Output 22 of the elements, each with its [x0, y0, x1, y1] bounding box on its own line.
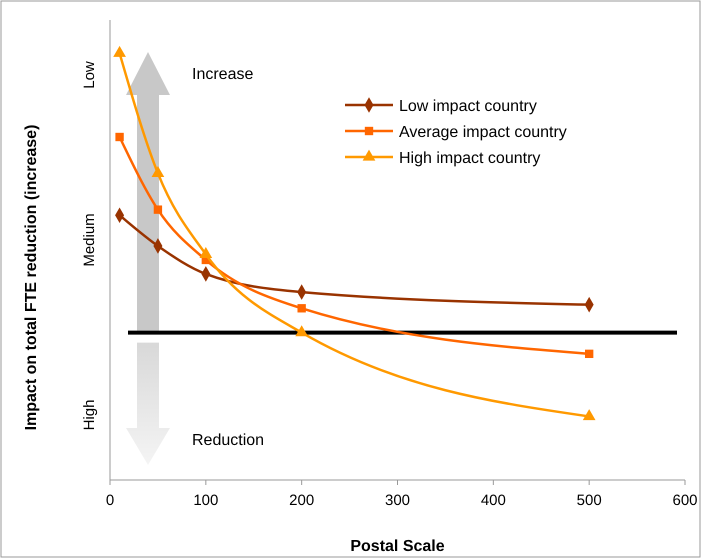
- point: [199, 247, 212, 258]
- x-tick-label: 0: [106, 492, 114, 509]
- point: [115, 132, 124, 142]
- x-tick-label: 500: [576, 492, 602, 509]
- x-axis-title: Postal Scale: [350, 538, 445, 555]
- x-tick-label: 400: [480, 492, 506, 509]
- text: Low: [81, 61, 98, 89]
- x-tick-label: 100: [193, 492, 218, 509]
- point: [584, 350, 594, 358]
- text: Reduction: [192, 432, 264, 449]
- point: [154, 205, 162, 214]
- legend-label: Low impact country: [399, 98, 537, 115]
- text: High: [81, 400, 98, 430]
- x-tick-label: 600: [672, 492, 698, 509]
- point: [297, 304, 306, 312]
- annotation: Increase: [192, 66, 254, 83]
- legend-label: High impact country: [399, 150, 540, 167]
- text: Medium: [81, 213, 98, 267]
- x-tick-label: 300: [384, 492, 410, 509]
- y-axis-title: Impact on total FTE reduction (increase): [23, 124, 40, 430]
- x-tick-label: 200: [289, 492, 314, 509]
- legend-label: Average impact country: [399, 124, 567, 141]
